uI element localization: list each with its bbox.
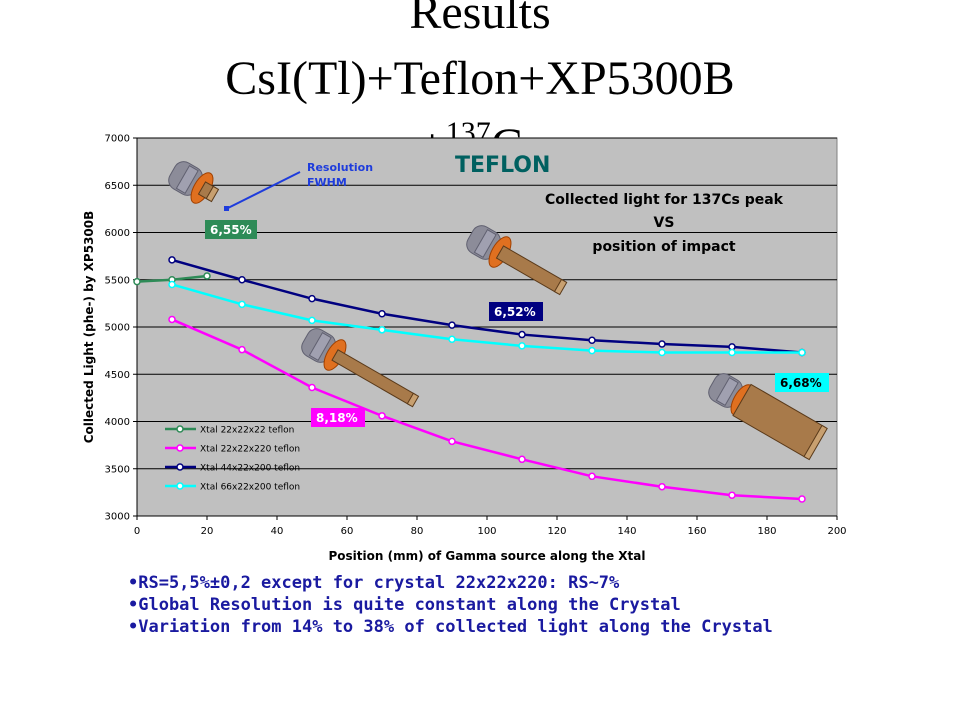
data-point: [518, 455, 526, 464]
x-tick-label: 140: [617, 526, 636, 537]
resolution-6-68: 6,68%: [780, 376, 822, 390]
data-point: [448, 437, 456, 446]
legend-label: Xtal 22x22x22 teflon: [200, 426, 294, 436]
x-tick-label: 120: [547, 526, 566, 537]
legend-label: Xtal 44x22x200 teflon: [200, 464, 300, 474]
x-axis-label: Position (mm) of Gamma source along the …: [329, 549, 646, 563]
data-point: [378, 326, 386, 334]
x-tick-label: 20: [201, 526, 214, 537]
slide-title-line1: Results: [409, 0, 551, 39]
bullet-list: •RS=5,5%±0,2 except for crystal 22x22x22…: [128, 572, 948, 638]
y-tick-label: 6500: [105, 181, 130, 192]
resolution-6-52: 6,52%: [494, 305, 536, 319]
y-tick-label: 5000: [105, 323, 130, 334]
resolution-label-line2: FWHM: [307, 176, 347, 189]
resolution-6-52-box: [489, 302, 543, 321]
x-tick-label: 160: [687, 526, 706, 537]
x-tick-label: 80: [411, 526, 424, 537]
x-tick-label: 200: [827, 526, 846, 537]
resolution-6-68-box: [775, 373, 829, 392]
crystal-44x22x200-illustration: [466, 225, 568, 296]
resolution-6-55: 6,55%: [210, 223, 252, 237]
y-tick-label: 3500: [105, 464, 130, 475]
y-tick-label: 6000: [105, 228, 130, 239]
resolution-arrow: [227, 171, 301, 209]
data-point: [588, 472, 596, 481]
data-point: [203, 272, 211, 280]
data-point: [798, 495, 806, 503]
collected-light-line3: position of impact: [592, 239, 735, 255]
resolution-6-55-box: [205, 220, 257, 239]
resolution-label-line1: Resolution: [307, 161, 373, 174]
bullet-item: •Global Resolution is quite constant alo…: [128, 595, 681, 615]
x-tick-label: 0: [134, 526, 140, 537]
y-tick-label: 4500: [105, 370, 130, 381]
data-point: [308, 294, 316, 303]
resolution-8-18-box: [311, 408, 365, 427]
crystal-22x22x220-illustration: [301, 328, 420, 408]
data-point: [518, 330, 526, 339]
x-tick-label: 100: [477, 526, 496, 537]
data-point: [448, 321, 456, 329]
legend-label: Xtal 22x22x220 teflon: [200, 445, 300, 455]
data-point: [168, 256, 176, 264]
data-point: [238, 300, 246, 309]
crystal-22x22x22-illustration: [168, 161, 220, 204]
data-point: [238, 276, 246, 284]
legend-swatch-marker: [176, 444, 184, 452]
legend-label: Xtal 66x22x200 teflon: [200, 483, 300, 493]
y-axis-label: Collected Light (phe-) by XP5300B: [82, 211, 96, 444]
data-point: [728, 491, 736, 499]
data-point: [168, 315, 176, 324]
y-tick-label: 7000: [105, 134, 130, 145]
legend-swatch-marker: [176, 425, 184, 433]
data-point: [378, 412, 386, 420]
series-line-1: [171, 318, 803, 501]
data-point: [308, 383, 316, 392]
teflon-label: TEFLON: [455, 153, 550, 178]
x-tick-label: 60: [341, 526, 354, 537]
data-point: [378, 310, 386, 318]
collected-light-line2: VS: [654, 215, 675, 231]
data-point: [798, 348, 806, 357]
collected-light-line1: Collected light for 137Cs peak: [545, 192, 784, 208]
y-tick-label: 3000: [105, 512, 130, 523]
crystal-66x22x200-illustration: [708, 373, 828, 461]
resolution-8-18: 8,18%: [316, 411, 358, 425]
data-point: [588, 346, 596, 355]
x-tick-label: 180: [757, 526, 776, 537]
data-point: [448, 335, 456, 344]
data-point: [658, 348, 666, 357]
data-point: [308, 316, 316, 325]
series-line-3: [171, 283, 802, 354]
data-point: [518, 342, 526, 350]
data-point: [238, 345, 246, 354]
data-point: [588, 336, 596, 344]
data-point: [658, 340, 666, 348]
bullet-item: •RS=5,5%±0,2 except for crystal 22x22x22…: [128, 573, 620, 593]
y-tick-label: 5500: [105, 275, 130, 286]
x-tick-label: 40: [271, 526, 284, 537]
data-point: [728, 348, 736, 357]
bullet-item: •Variation from 14% to 38% of collected …: [128, 617, 773, 637]
y-tick-label: 4000: [105, 417, 130, 428]
data-point: [658, 482, 666, 491]
data-point: [168, 280, 176, 289]
resolution-arrow-head: [224, 206, 229, 211]
legend-swatch-marker: [176, 463, 184, 471]
legend-swatch-marker: [176, 482, 184, 490]
slide-title-line2: CsI(Tl)+Teflon+XP5300B: [225, 52, 735, 105]
series-line-2: [171, 258, 803, 354]
data-point: [133, 277, 141, 286]
